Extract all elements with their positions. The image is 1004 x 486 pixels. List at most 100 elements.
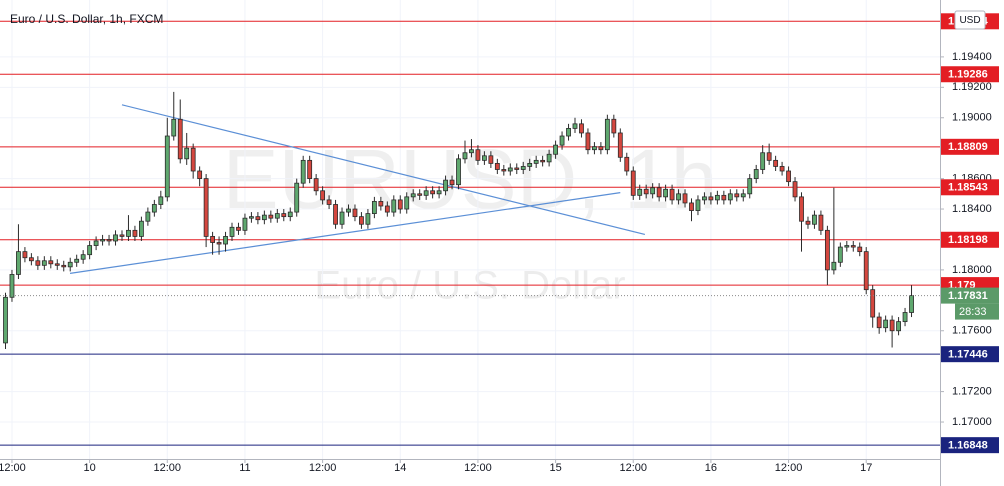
plot-area — [0, 0, 940, 459]
currency-box[interactable] — [954, 10, 986, 30]
candle-body — [249, 216, 254, 219]
candle-body — [190, 147, 196, 172]
candle-body — [93, 240, 99, 246]
trend-line — [121, 104, 646, 236]
candle-body — [16, 251, 21, 275]
candle-body — [501, 169, 507, 172]
candle-body — [177, 118, 183, 160]
candle-body — [126, 229, 131, 237]
candle-body — [896, 321, 901, 332]
candle-body — [151, 204, 157, 213]
candle-body — [35, 260, 41, 266]
candle-body — [106, 239, 112, 242]
candle-body — [695, 199, 701, 211]
candle-body — [236, 226, 241, 231]
level-label: 1.18543 — [948, 182, 988, 194]
candle-body — [378, 201, 384, 207]
candle-body — [533, 159, 539, 164]
x-tick-label: 12:00 — [154, 462, 182, 474]
candle-body — [443, 179, 448, 192]
candle-body — [702, 196, 707, 201]
y-tick-label: 1.18000 — [952, 264, 992, 276]
level-label: 1.17446 — [948, 349, 988, 361]
candle-body — [844, 245, 850, 248]
candle-body — [734, 193, 740, 198]
y-tick-label: 1.18400 — [952, 203, 992, 215]
countdown-box — [955, 303, 999, 320]
candle-body — [812, 214, 817, 225]
candle-body — [294, 182, 300, 213]
candle-body — [61, 264, 67, 268]
y-tick-label: 1.17600 — [952, 325, 992, 337]
candle-body — [876, 316, 882, 329]
candle-body — [74, 258, 80, 263]
y-tick-label: 1.19400 — [952, 51, 992, 63]
x-tick-label: 12:00 — [0, 462, 26, 474]
trend-line — [69, 192, 621, 274]
candle-body — [857, 246, 863, 253]
currency-label[interactable]: USD — [959, 15, 980, 26]
candle-body — [747, 178, 753, 195]
candle-body — [22, 251, 28, 259]
level-label-box — [941, 437, 999, 454]
candle-body — [320, 190, 326, 201]
x-tick-label: 12:00 — [464, 462, 492, 474]
candle-body — [339, 211, 345, 225]
candle-body — [883, 319, 889, 329]
candle-body — [889, 319, 895, 332]
x-tick-label: 15 — [549, 462, 561, 474]
candle-body — [572, 123, 578, 129]
candle-body — [184, 147, 190, 160]
currency-badge[interactable]: USD — [954, 10, 986, 30]
candle-body — [145, 211, 151, 222]
candle-body — [87, 245, 93, 256]
candle-body — [28, 257, 34, 262]
candle-body — [41, 260, 47, 266]
candle-body — [760, 152, 766, 170]
candle-body — [365, 213, 371, 225]
candle-body — [669, 188, 675, 201]
candle-body — [313, 178, 319, 192]
candle-body — [520, 166, 526, 170]
candle-body — [54, 263, 60, 266]
candle-body — [119, 234, 125, 237]
level-label-box — [941, 346, 999, 363]
candle-body — [359, 216, 364, 225]
candle-body — [617, 132, 623, 158]
candle-body — [824, 229, 830, 271]
candle-body — [604, 118, 610, 151]
x-tick-label: 16 — [705, 462, 717, 474]
candle-body — [566, 128, 571, 137]
level-label: 1.16848 — [948, 440, 988, 452]
candle-body — [676, 193, 681, 201]
candle-body — [164, 135, 170, 198]
candle-body — [488, 155, 494, 164]
candle-body — [255, 216, 261, 221]
candle-body — [3, 296, 8, 344]
candle-body — [837, 246, 843, 263]
candle-body — [326, 199, 332, 205]
candle-body — [138, 220, 144, 237]
x-tick-label: 12:00 — [619, 462, 647, 474]
candle-body — [598, 146, 604, 151]
candle-body — [9, 274, 15, 298]
y-tick-label: 1.19000 — [952, 112, 992, 124]
x-tick-label: 17 — [860, 462, 872, 474]
x-tick-label: 11 — [239, 462, 250, 474]
candle-body — [203, 178, 209, 237]
countdown-label: 28:33 — [959, 306, 987, 318]
candle-body — [261, 214, 267, 221]
candle-body — [223, 236, 228, 245]
y-tick-label: 1.17000 — [952, 416, 992, 428]
candle-body — [384, 205, 390, 213]
candle-body — [507, 167, 513, 172]
candle-body — [611, 118, 617, 134]
chart-title: Euro / U.S. Dollar, 1h, FXCM — [10, 12, 163, 26]
level-label-box — [941, 231, 999, 248]
candle-body — [197, 170, 203, 180]
candle-body — [475, 149, 481, 161]
candle-body — [242, 217, 248, 231]
level-label-box — [941, 66, 999, 83]
last-price-box — [941, 287, 999, 304]
candle-body — [831, 261, 837, 271]
